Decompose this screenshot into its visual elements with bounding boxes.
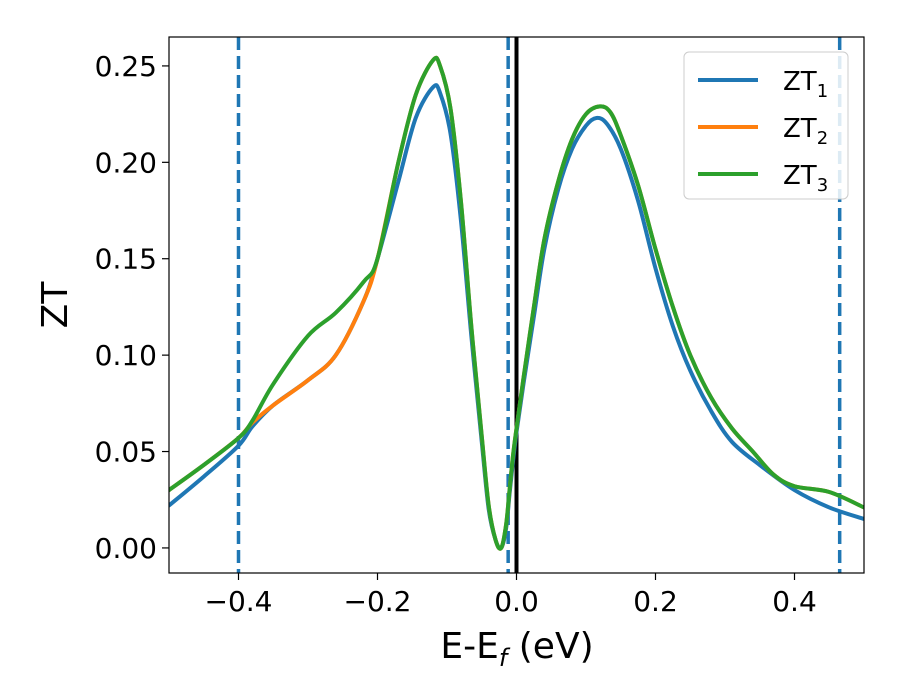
legend: ZT1 ZT2 ZT3 (683, 51, 849, 200)
y-axis: 0.00 0.05 0.10 0.15 0.20 0.25 (95, 50, 169, 565)
y-axis-label: ZT (35, 281, 76, 329)
y-tick-label: 0.00 (95, 532, 157, 565)
x-tick-label: 0.2 (633, 585, 678, 618)
y-tick-label: 0.10 (95, 339, 157, 372)
y-tick-label: 0.20 (95, 146, 157, 179)
series-line-zt3 (169, 55, 864, 551)
x-tick-label: 0.4 (772, 585, 817, 618)
x-axis-label-tail: (eV) (507, 626, 593, 667)
series-lines (169, 55, 864, 551)
legend-label-zt3: ZT3 (783, 161, 828, 196)
legend-label-zt1: ZT1 (783, 67, 828, 102)
legend-label-zt2: ZT2 (783, 114, 828, 149)
x-axis-label-main: E-E (440, 626, 498, 667)
x-tick-label: −0.2 (344, 585, 412, 618)
x-axis: −0.4 −0.2 0.0 0.2 0.4 (205, 573, 817, 618)
x-axis-label: E-Ef (eV) (440, 626, 593, 672)
reference-lines (236, 37, 842, 573)
x-tick-label: 0.0 (494, 585, 539, 618)
legend-box (683, 51, 849, 200)
legend-entries: ZT1 ZT2 ZT3 (698, 67, 828, 196)
y-tick-label: 0.05 (95, 436, 157, 469)
x-tick-label: −0.4 (205, 585, 273, 618)
y-tick-label: 0.25 (95, 50, 157, 83)
y-tick-label: 0.15 (95, 243, 157, 276)
